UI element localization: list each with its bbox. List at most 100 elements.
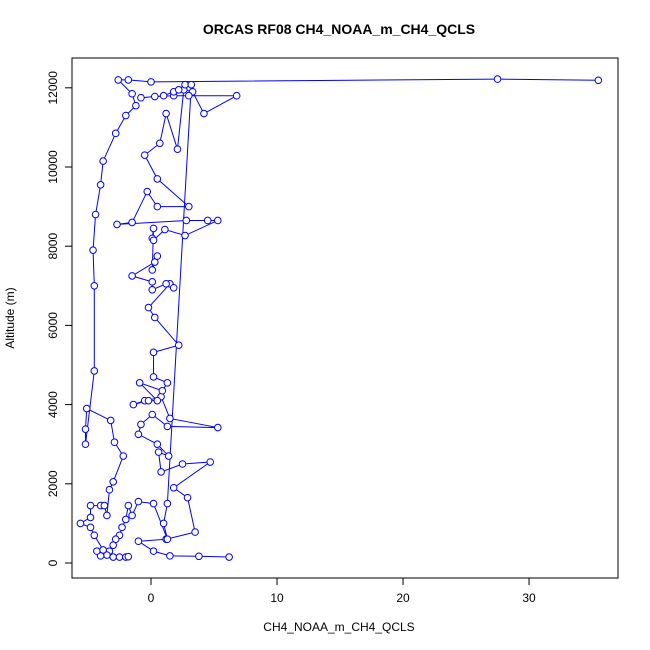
data-point	[154, 448, 163, 456]
data-point	[148, 410, 157, 419]
data-point	[134, 430, 143, 439]
data-point	[140, 151, 149, 159]
data-point	[89, 246, 97, 254]
data-point	[124, 552, 133, 561]
data-point	[144, 303, 153, 312]
y-axis-label: Altitude (m)	[3, 287, 17, 348]
data-point	[148, 266, 157, 274]
data-point	[173, 145, 182, 153]
data-point	[99, 157, 107, 165]
data-point	[137, 420, 145, 429]
data-point	[225, 553, 233, 561]
data-point	[129, 400, 138, 409]
data-point	[163, 499, 172, 508]
x-tick-label: 0	[148, 591, 155, 605]
data-point	[143, 187, 152, 196]
data-point	[162, 280, 170, 288]
data-point	[156, 139, 164, 148]
data-point	[119, 452, 128, 460]
data-point	[86, 513, 95, 522]
data-point	[149, 348, 158, 357]
y-tick-label: 0	[46, 559, 60, 566]
y-tick-label: 10000	[46, 150, 60, 184]
data-point	[128, 89, 136, 98]
data-point	[132, 101, 140, 110]
data-point	[166, 552, 174, 560]
data-point	[150, 92, 159, 101]
data-point	[82, 404, 91, 413]
data-point	[157, 468, 165, 476]
data-point	[163, 379, 172, 387]
data-point	[113, 220, 121, 229]
data-point	[147, 78, 155, 86]
data-point	[181, 80, 189, 89]
data-point	[81, 440, 90, 448]
data-point	[128, 218, 136, 227]
data-point	[162, 109, 170, 118]
data-point	[149, 373, 158, 381]
data-point	[206, 458, 215, 466]
data-point	[134, 537, 143, 546]
y-tick-label: 12000	[46, 71, 60, 105]
data-point	[187, 80, 196, 89]
data-point	[166, 414, 174, 423]
data-point	[110, 438, 119, 447]
data-point	[128, 511, 136, 520]
data-point	[86, 501, 95, 510]
chart-title: ORCAS RF08 CH4_NOAA_m_CH4_QCLS	[203, 21, 475, 37]
data-point	[90, 367, 99, 375]
data-point	[137, 93, 145, 102]
data-point	[594, 76, 603, 85]
data-point	[149, 547, 158, 555]
data-point	[185, 91, 193, 100]
data-point	[150, 313, 159, 322]
data-point	[232, 91, 241, 100]
data-point	[93, 547, 101, 555]
data-point	[128, 272, 136, 280]
data-point	[100, 501, 109, 510]
data-point	[144, 396, 153, 405]
data-point	[181, 231, 189, 240]
data-point	[159, 519, 168, 528]
data-point	[115, 553, 124, 561]
data-point	[493, 75, 502, 83]
x-tick-label: 20	[396, 591, 410, 605]
data-point	[109, 541, 118, 549]
data-point	[124, 501, 133, 510]
data-point	[149, 236, 158, 245]
y-tick-label: 6000	[46, 312, 60, 339]
data-point	[86, 523, 95, 532]
data-point	[195, 552, 203, 561]
data-point	[183, 493, 192, 502]
data-point	[148, 285, 157, 294]
data-point	[91, 210, 100, 219]
data-point	[149, 499, 158, 508]
data-point	[122, 515, 130, 524]
data-point	[203, 216, 212, 225]
data-point	[111, 129, 120, 138]
data-point	[163, 535, 172, 544]
data-point	[149, 224, 158, 233]
data-point	[153, 440, 162, 448]
data-point	[191, 528, 199, 536]
data-point	[122, 111, 130, 120]
data-point	[105, 485, 114, 494]
data-point	[124, 76, 133, 84]
data-point	[118, 523, 126, 532]
data-point	[103, 511, 111, 520]
data-point	[76, 519, 85, 528]
data-point	[135, 379, 144, 387]
data-point	[153, 175, 162, 183]
data-point	[158, 386, 167, 395]
data-point	[90, 282, 99, 290]
data-point	[174, 85, 183, 94]
data-point	[200, 109, 208, 118]
y-tick-label: 4000	[46, 391, 60, 418]
x-tick-label: 10	[270, 591, 284, 605]
data-point	[109, 553, 118, 561]
data-point	[153, 396, 162, 405]
data-point	[161, 225, 169, 234]
data-point	[134, 497, 143, 506]
data-point	[90, 531, 99, 540]
